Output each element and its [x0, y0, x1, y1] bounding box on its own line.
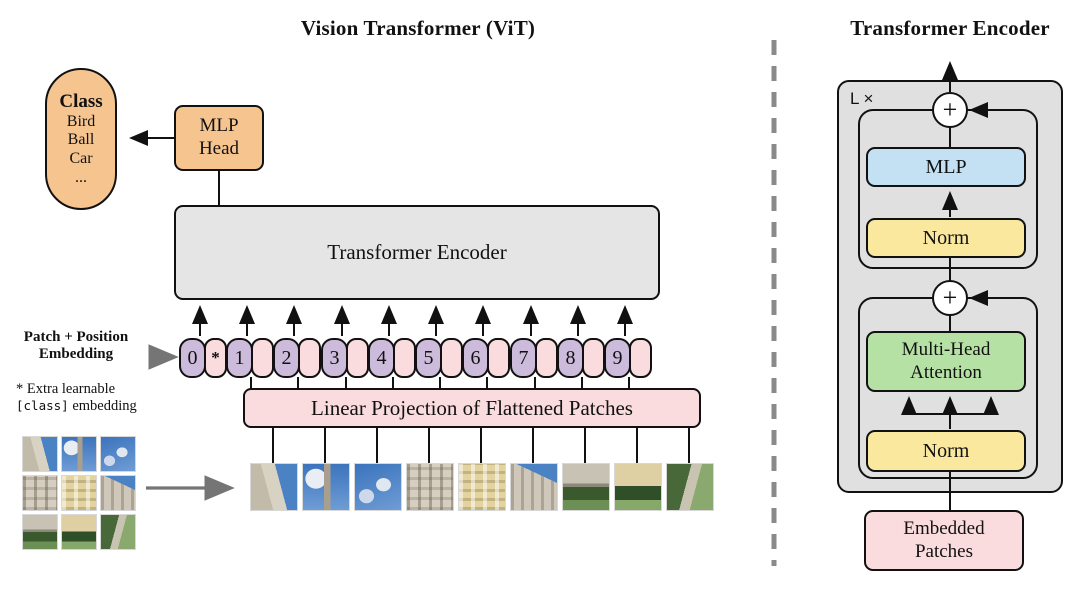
patch-embedding-2 [298, 338, 321, 378]
token-8: 8 [557, 338, 605, 378]
class-output-oval: Class Bird Ball Car ... [45, 68, 117, 210]
patch-embedding-1 [251, 338, 274, 378]
embedded-patches-box: Embedded Patches [864, 510, 1024, 571]
image-grid-cell-1 [22, 436, 58, 472]
image-grid-cell-4 [22, 475, 58, 511]
note-line1: * Extra learnable [16, 381, 116, 397]
image-grid-cell-7 [22, 514, 58, 550]
position-token-9: 9 [604, 338, 631, 378]
flattened-patch-9 [666, 463, 714, 511]
flattened-patch-5 [458, 463, 506, 511]
patch-position-embedding-label: Patch + Position Embedding [23, 329, 129, 362]
patch-embedding-5 [440, 338, 463, 378]
position-token-0: 0 [179, 338, 206, 378]
class-token-code: [class] [16, 398, 69, 414]
patch-embedding-3 [346, 338, 369, 378]
flattened-patch-4 [406, 463, 454, 511]
flattened-patch-7 [562, 463, 610, 511]
position-token-7: 7 [510, 338, 537, 378]
left-panel-title: Vision Transformer (ViT) [300, 16, 536, 40]
token-3: 3 [321, 338, 369, 378]
position-token-1: 1 [226, 338, 253, 378]
position-token-5: 5 [415, 338, 442, 378]
class-examples: Bird Ball Car ... [66, 112, 96, 186]
note-line2: [class] embedding [16, 398, 186, 415]
transformer-encoder-box: Transformer Encoder [174, 205, 660, 300]
image-grid-cell-5 [61, 475, 97, 511]
mlp-head-box: MLP Head [174, 105, 264, 171]
multi-head-attention-box: Multi-Head Attention [866, 331, 1026, 392]
token-0-class: 0 * [179, 338, 227, 378]
position-token-4: 4 [368, 338, 395, 378]
patch-embedding-9 [629, 338, 652, 378]
norm-box-bottom: Norm [866, 430, 1026, 472]
residual-plus-top: + [942, 95, 958, 124]
position-token-2: 2 [273, 338, 300, 378]
image-grid-cell-9 [100, 514, 136, 550]
patch-embedding-7 [535, 338, 558, 378]
right-panel-title: Transformer Encoder [850, 16, 1050, 40]
position-token-3: 3 [321, 338, 348, 378]
position-token-8: 8 [557, 338, 584, 378]
norm-box-top: Norm [866, 218, 1026, 258]
image-grid-cell-6 [100, 475, 136, 511]
mlp-box: MLP [866, 147, 1026, 187]
image-grid-cell-8 [61, 514, 97, 550]
residual-plus-bottom: + [942, 283, 958, 312]
flattened-patch-6 [510, 463, 558, 511]
token-9: 9 [604, 338, 652, 378]
flattened-patch-8 [614, 463, 662, 511]
flattened-patch-2 [302, 463, 350, 511]
token-5: 5 [415, 338, 463, 378]
loop-count-label: L × [850, 89, 874, 108]
patch-embedding-4 [393, 338, 416, 378]
patch-embedding-8 [582, 338, 605, 378]
linear-projection-box: Linear Projection of Flattened Patches [243, 388, 701, 428]
class-token-star: * [204, 338, 227, 378]
token-4: 4 [368, 338, 416, 378]
token-2: 2 [273, 338, 321, 378]
image-grid-cell-2 [61, 436, 97, 472]
flattened-patch-1 [250, 463, 298, 511]
flattened-patch-3 [354, 463, 402, 511]
extra-learnable-note: * Extra learnable [class] embedding [16, 381, 186, 416]
class-heading: Class [59, 90, 103, 112]
image-grid-cell-3 [100, 436, 136, 472]
position-token-6: 6 [462, 338, 489, 378]
note-line2-rest: embedding [68, 398, 137, 415]
token-1: 1 [226, 338, 274, 378]
token-7: 7 [510, 338, 558, 378]
token-6: 6 [462, 338, 510, 378]
patch-embedding-6 [487, 338, 510, 378]
